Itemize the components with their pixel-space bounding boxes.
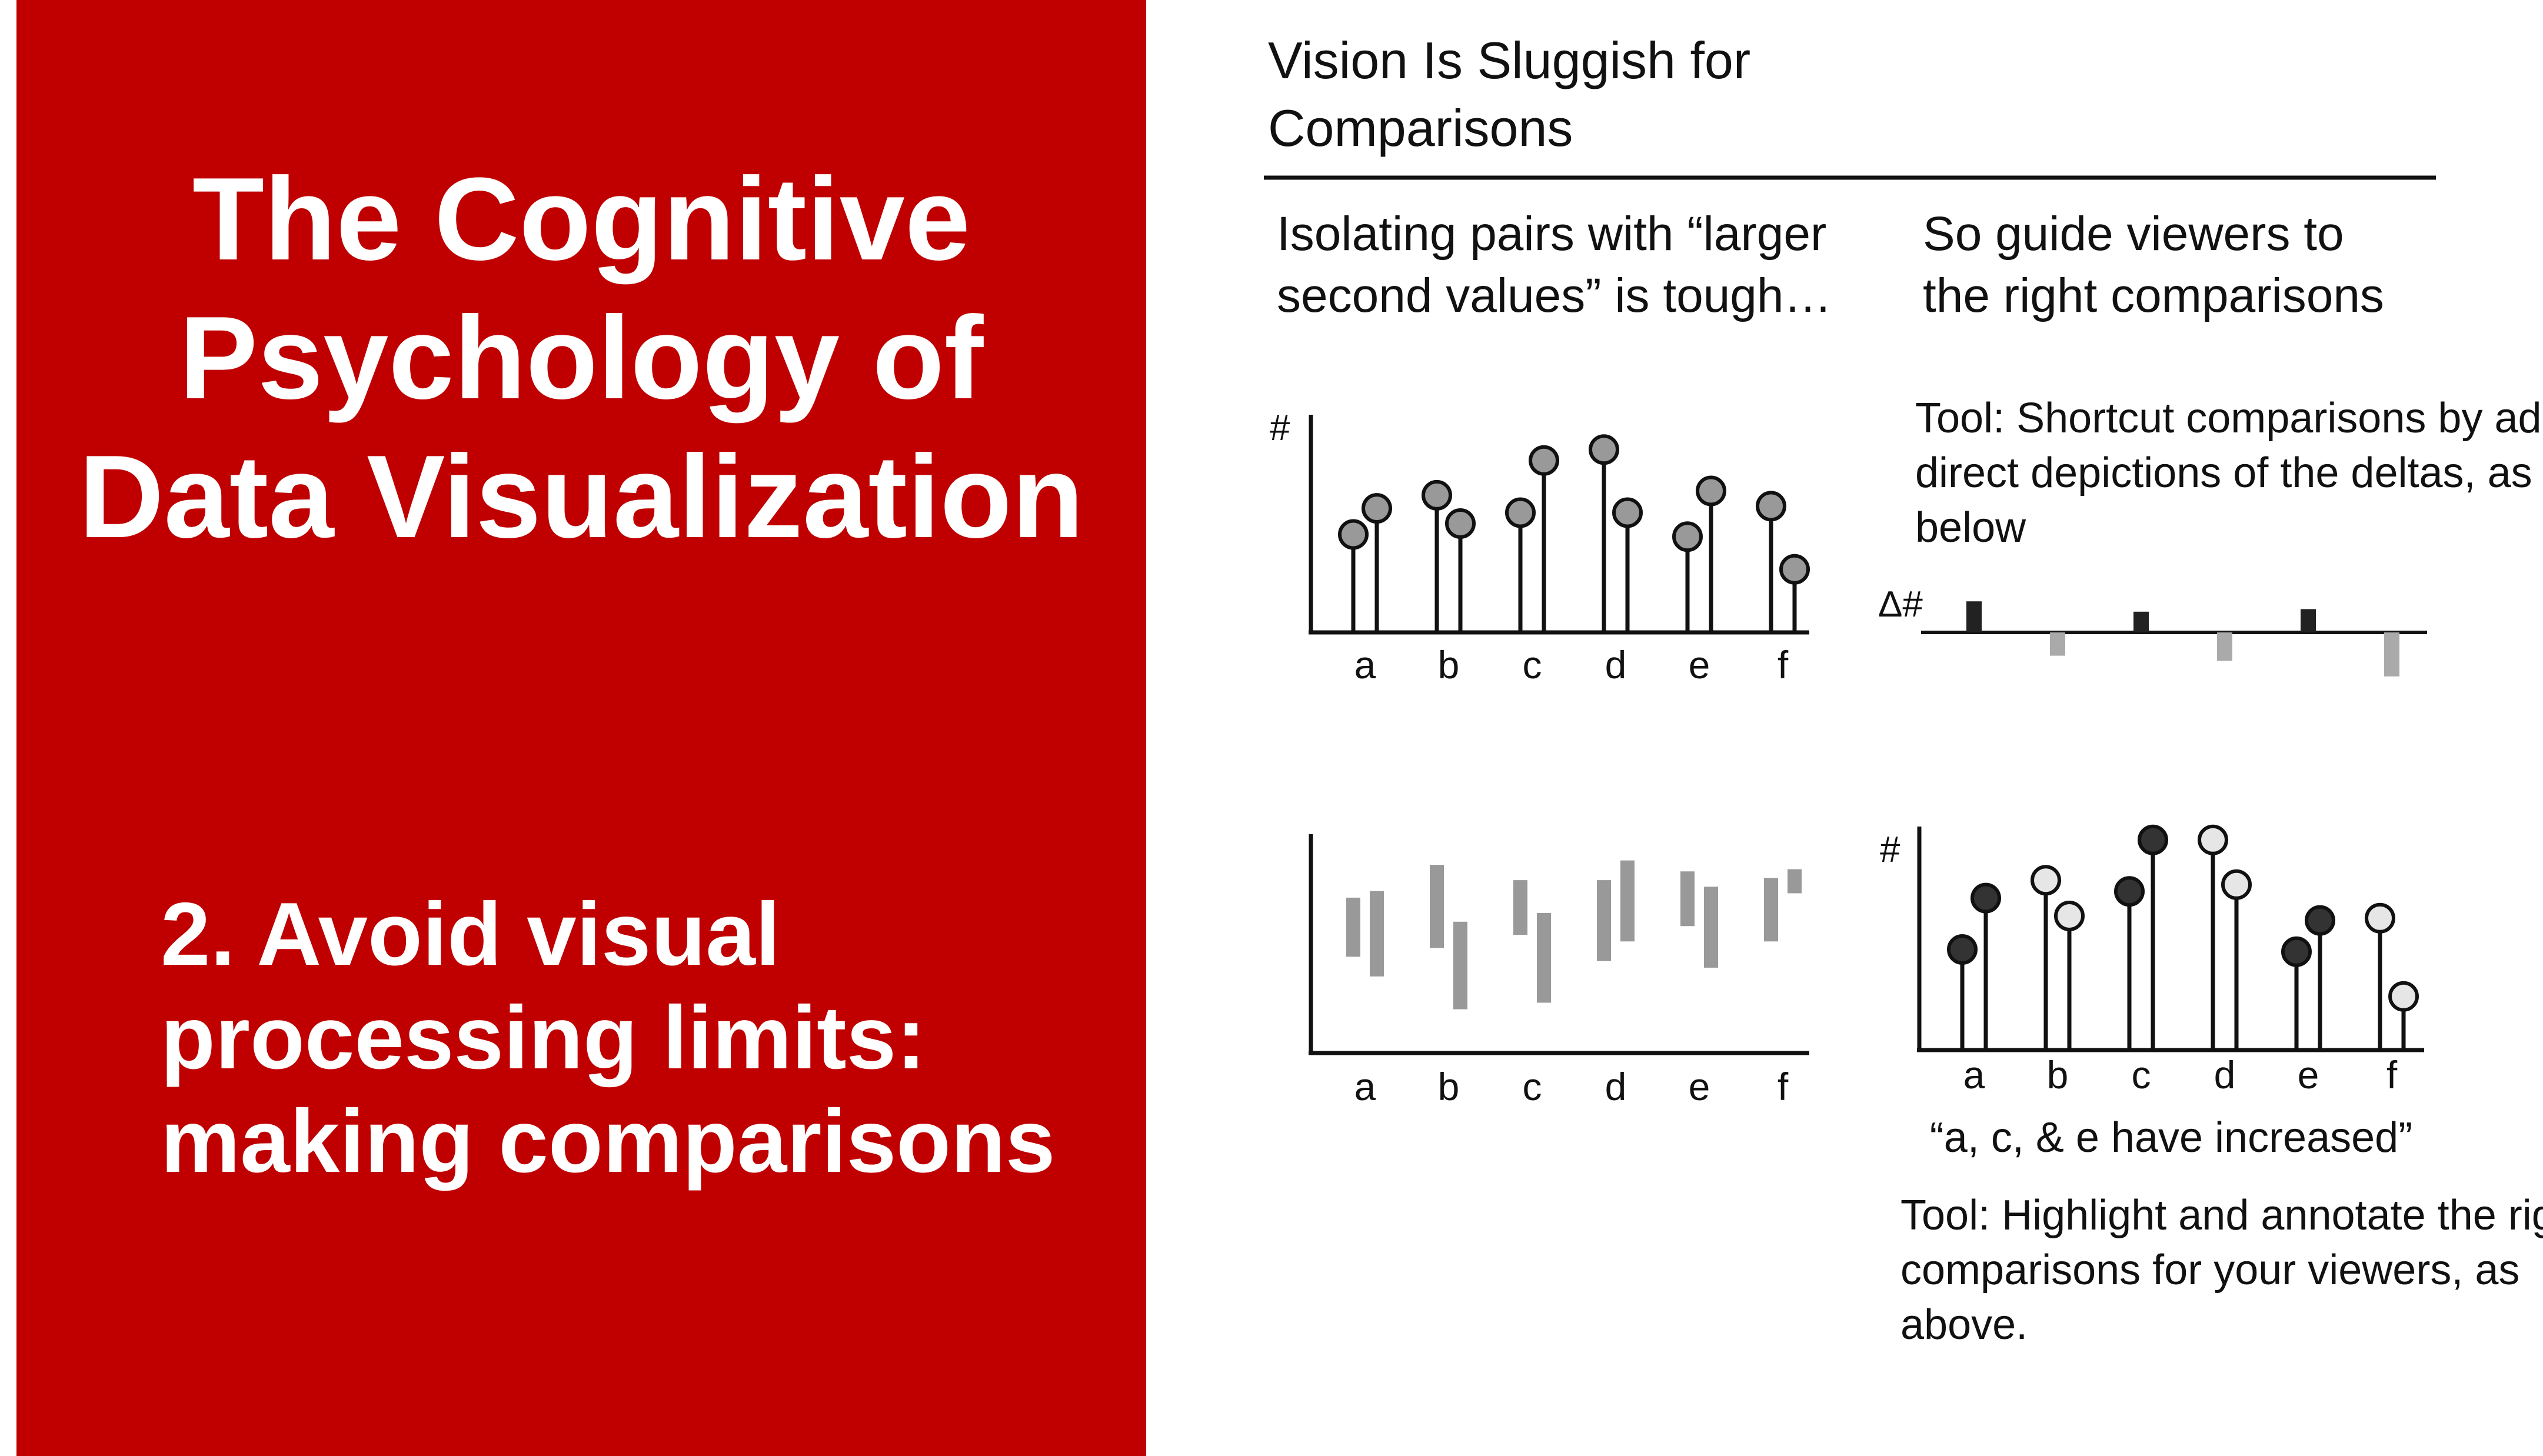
x-tick-label: c [1523, 643, 1542, 687]
lollipop-dot [1505, 497, 1536, 528]
title-panel: The Cognitive Psychology of Data Visuali… [16, 0, 1146, 1456]
x-tick-label: e [1689, 643, 1710, 687]
x-tick-label: a [1963, 1053, 1985, 1097]
section-title: 2. Avoid visual processing limits: makin… [161, 882, 1137, 1193]
left-caption-line: second values” is tough… [1277, 269, 1832, 322]
range-bar [1764, 878, 1778, 942]
section-title-line: processing limits: [161, 988, 926, 1088]
lollipop-dot [1529, 445, 1559, 476]
x-tick-label: d [1605, 1065, 1627, 1108]
lollipop-dot-muted [2198, 824, 2228, 855]
highlighted-lollipop-chart: # a b c d e f [1880, 824, 2424, 1097]
x-tick-label: d [1605, 643, 1627, 687]
x-tick-label: c [2132, 1053, 2151, 1097]
lollipop-dot [1612, 497, 1643, 528]
lollipop-dot-highlighted [2305, 905, 2335, 936]
lollipop-dot-highlighted [2114, 876, 2145, 907]
right-caption-line: the right comparisons [1923, 269, 2384, 322]
lollipop-dot-muted [2031, 865, 2061, 896]
delta-axis-symbol: Δ# [1878, 584, 1923, 625]
tool2-line: Tool: Highlight and annotate the right [1900, 1192, 2543, 1239]
slide-title: The Cognitive Psychology of Data Visuali… [16, 150, 1146, 567]
tool1-line: direct depictions of the deltas, as [1915, 449, 2532, 497]
lollipop-dot-highlighted [1947, 934, 1978, 965]
tool2-line: above. [1900, 1301, 2028, 1348]
lollipop-dot-muted [2054, 901, 2085, 931]
range-bar [1453, 921, 1467, 1009]
lollipop-dot-highlighted [2138, 824, 2168, 855]
x-tick-label: f [1778, 1065, 1789, 1108]
left-caption-line: Isolating pairs with “larger [1277, 207, 1826, 261]
x-tick-label: b [2047, 1053, 2069, 1097]
delta-bar-decrease [2384, 632, 2399, 677]
lollipop-dot-highlighted [2281, 936, 2312, 967]
lollipop-dot [1445, 508, 1476, 539]
tool2-line: comparisons for your viewers, as [1900, 1247, 2519, 1294]
section-title-line: 2. Avoid visual [161, 884, 781, 984]
lollipop-dot [1756, 491, 1786, 522]
slide-title-line: Data Visualization [79, 431, 1084, 562]
slide-title-line: Psychology of [179, 292, 984, 424]
range-bar [1680, 871, 1695, 927]
lollipop-dot [1422, 479, 1452, 511]
section-title-line: making comparisons [161, 1091, 1056, 1191]
x-tick-label: d [2214, 1053, 2236, 1097]
range-bar [1346, 897, 1360, 957]
range-bar [1788, 869, 1802, 894]
delta-bar-decrease [2217, 632, 2232, 661]
lollipop-dot [1672, 521, 1703, 552]
x-tick-label: a [1354, 643, 1376, 687]
lollipop-dot-muted [2365, 902, 2395, 934]
figure-heading-line: Comparisons [1268, 99, 1573, 157]
range-bar [1370, 891, 1384, 977]
range-bar [1537, 912, 1551, 1003]
delta-bar-increase [2133, 611, 2149, 632]
lollipop-dot [1362, 493, 1392, 524]
range-bar [1430, 865, 1444, 948]
x-tick-label: f [2386, 1053, 2398, 1097]
neutral-lollipop-chart: # a b c d e f [1270, 408, 1810, 687]
x-tick-label: b [1438, 643, 1460, 687]
y-axis-symbol: # [1880, 829, 1900, 870]
x-tick-label: c [1523, 1065, 1542, 1108]
lollipop-dot [1779, 554, 1810, 585]
delta-bar-decrease [2050, 632, 2065, 656]
range-bar [1513, 880, 1527, 935]
range-bar [1597, 880, 1611, 961]
delta-bar-increase [1966, 601, 1982, 632]
x-tick-label: f [1778, 643, 1789, 687]
lollipop-dot-highlighted [1971, 882, 2001, 914]
lollipop-dot [1696, 475, 1726, 507]
x-tick-label: b [1438, 1065, 1460, 1108]
x-tick-label: a [1354, 1065, 1376, 1108]
delta-bar-chart: Δ# [1878, 584, 2427, 677]
lollipop-dot [1589, 434, 1619, 465]
range-bar [1704, 887, 1718, 968]
slide-title-line: The Cognitive [192, 154, 971, 285]
x-tick-label: e [1689, 1065, 1710, 1108]
figure-heading-line: Vision Is Sluggish for [1268, 31, 1750, 89]
tool1-line: below [1915, 504, 2026, 551]
lollipop-dot-muted [2388, 981, 2419, 1012]
tool1-line: Tool: Shortcut comparisons by adding [1915, 395, 2543, 442]
lollipop-dot-muted [2221, 869, 2252, 900]
right-caption-line: So guide viewers to [1923, 207, 2344, 261]
range-bar-chart: a b c d e f [1309, 834, 1809, 1108]
range-bar [1620, 860, 1635, 942]
y-axis-symbol: # [1270, 408, 1290, 448]
delta-bar-increase [2301, 609, 2316, 632]
lollipop-dot [1338, 519, 1369, 550]
x-tick-label: e [2298, 1053, 2319, 1097]
annotation-quote: “a, c, & e have increased” [1930, 1114, 2412, 1161]
